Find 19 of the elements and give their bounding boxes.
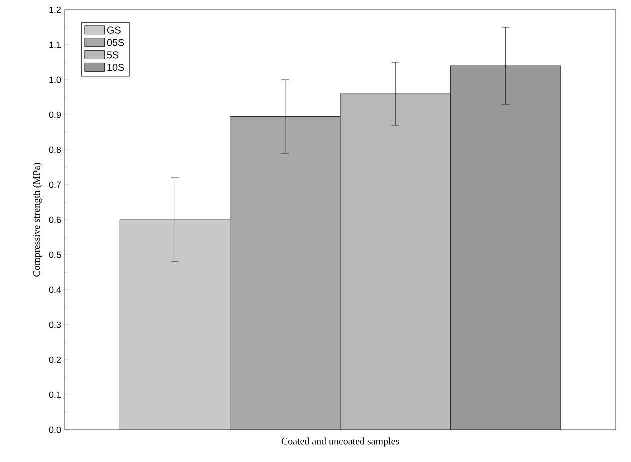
y-tick-label: 0.5	[49, 252, 62, 258]
legend-label: 5S	[107, 52, 119, 59]
y-axis-title: Compressive strength (MPa)	[33, 163, 42, 277]
y-tick-label: 0.0	[49, 426, 62, 434]
y-tick-label: 1.1	[50, 42, 62, 48]
y-tick-label: 0.6	[49, 216, 62, 224]
y-tick-label: 0.1	[49, 392, 62, 398]
y-tick-label: 1.0	[50, 76, 62, 84]
legend-label: 10S	[108, 64, 124, 72]
y-tick-label: 0.8	[49, 146, 62, 154]
y-tick-label: 0.4	[49, 286, 62, 294]
y-tick-label: 0.2	[49, 356, 62, 364]
legend-label: GS	[107, 26, 121, 34]
y-tick-label: 0.9	[49, 112, 62, 118]
y-tick-label: 0.7	[49, 182, 62, 188]
x-axis-title: Coated and uncoated samples	[282, 438, 400, 447]
y-tick-label: 1.2	[50, 6, 62, 14]
y-tick-label: 0.3	[49, 322, 62, 328]
legend-label: 05S	[107, 39, 124, 46]
